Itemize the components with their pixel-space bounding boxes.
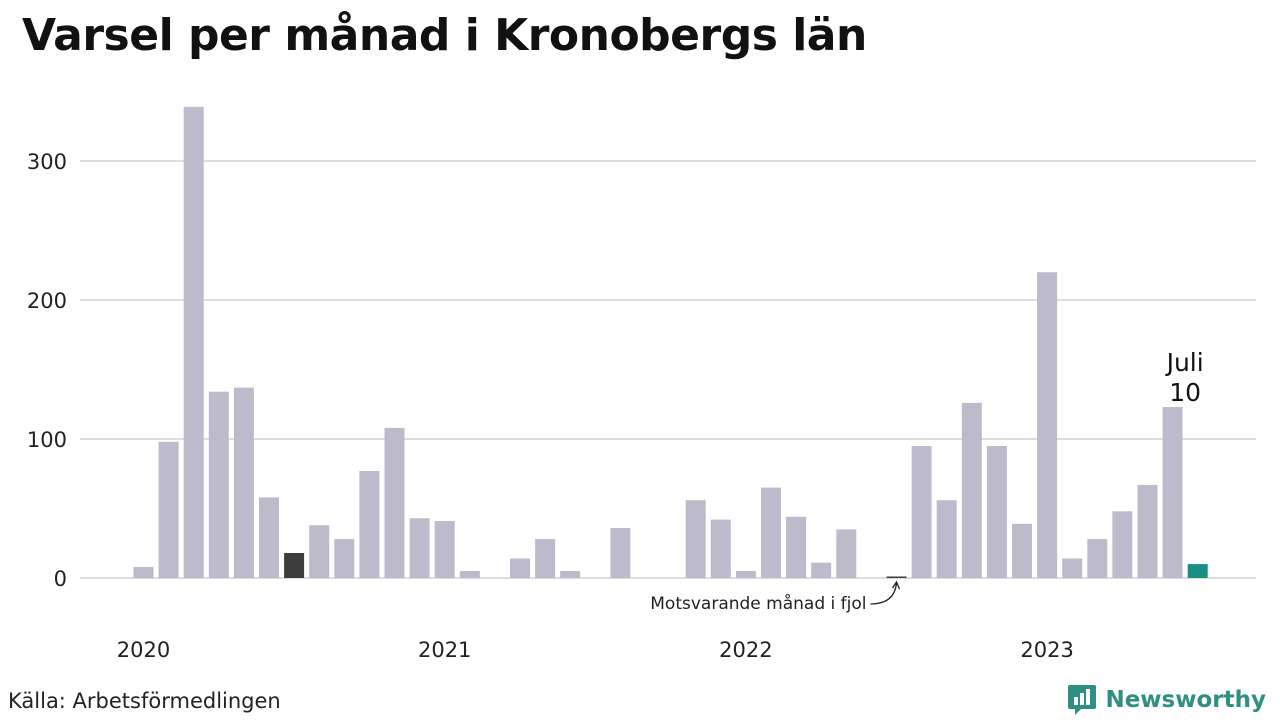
x-axis-labels: 2020 2021 2022 2023: [117, 638, 1074, 662]
bar-2022-09: [936, 500, 957, 578]
bar-2021-12: [710, 519, 731, 578]
bar-2022-10: [961, 402, 982, 578]
highlight-value-label: 10: [1169, 378, 1201, 407]
bar-2022-01: [735, 571, 756, 578]
x-tick-label-2020: 2020: [117, 638, 170, 662]
bar-2020-05: [233, 387, 254, 578]
x-tick-label-2022: 2022: [719, 638, 772, 662]
y-tick-label-300: 300: [27, 150, 67, 174]
x-tick-label-2021: 2021: [418, 638, 471, 662]
annotation-arrow: [870, 580, 901, 605]
bar-2020-02: [158, 441, 179, 578]
y-axis-labels: 0 100 200 300: [27, 150, 67, 591]
newsworthy-logo-icon: [1068, 685, 1097, 715]
bar-2022-11: [986, 446, 1007, 578]
bar-2022-03: [786, 516, 807, 578]
annotation: Motsvarande månad i fjol: [650, 580, 901, 614]
bar-2022-08: [911, 446, 932, 578]
bar-2022-02: [761, 487, 781, 578]
bar-2021-06: [560, 571, 581, 578]
bar-2023-04: [1112, 511, 1133, 578]
brand-logo[interactable]: Newsworthy: [1067, 683, 1266, 717]
gridlines: [80, 160, 1256, 579]
bar-2022-07: [886, 576, 907, 578]
y-tick-label-200: 200: [27, 289, 67, 313]
bar-2020-03: [183, 106, 204, 579]
bar-2020-08: [309, 525, 330, 578]
bar-2021-05: [535, 539, 556, 578]
bar-2021-08: [610, 528, 631, 578]
bar-2020-09: [334, 539, 355, 578]
bar-2020-12: [409, 518, 430, 578]
brand-name: Newsworthy: [1105, 687, 1266, 713]
bar-2022-12: [1012, 523, 1032, 578]
bar-2021-04: [510, 558, 530, 578]
bar-2020-11: [384, 427, 405, 578]
highlight-month-label: Juli: [1165, 348, 1204, 377]
bar-2020-04: [208, 391, 229, 578]
y-tick-label-0: 0: [54, 567, 67, 591]
bar-2022-05: [836, 529, 857, 578]
bar-2023-02: [1062, 558, 1083, 578]
bar-2021-11: [685, 500, 706, 578]
bar-2020-01: [133, 566, 154, 578]
chart-title: Varsel per månad i Kronobergs län: [22, 10, 867, 61]
bar-2021-02: [459, 571, 480, 578]
y-tick-label-100: 100: [27, 428, 67, 452]
bar-2023-01: [1037, 272, 1058, 578]
annotation-text: Motsvarande månad i fjol: [650, 593, 866, 614]
bar-2022-04: [811, 562, 832, 578]
bar-2023-07: [1187, 564, 1208, 578]
bar-2023-06: [1162, 407, 1183, 578]
bar-2023-05: [1137, 484, 1158, 578]
bar-2021-01: [434, 521, 455, 578]
source-label: Källa: Arbetsförmedlingen: [8, 689, 281, 713]
bars: [133, 106, 1208, 579]
bar-2023-03: [1087, 539, 1108, 578]
bar-2020-07: [284, 553, 305, 578]
bar-2020-06: [259, 497, 279, 578]
highlight-labels: Juli 10: [1165, 348, 1204, 407]
x-tick-label-2023: 2023: [1020, 638, 1073, 662]
bar-2020-10: [359, 471, 380, 578]
